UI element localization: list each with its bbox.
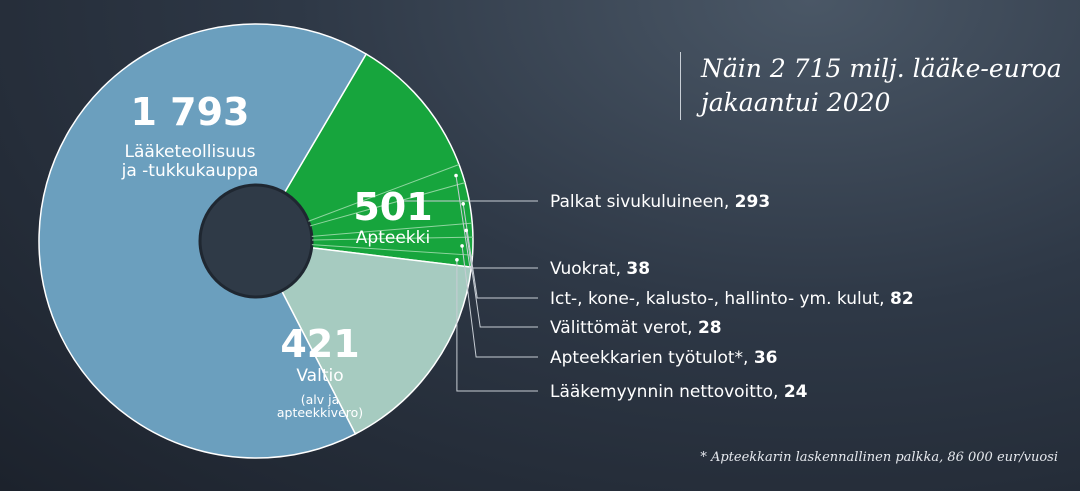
callout-value: 28 bbox=[698, 318, 722, 338]
callout-label-text: Palkat sivukuluineen, bbox=[550, 192, 735, 212]
pharmacy-subdivision-line bbox=[308, 164, 460, 222]
callout-value: 293 bbox=[735, 192, 771, 212]
slice-state bbox=[254, 240, 473, 435]
callout-value: 82 bbox=[890, 289, 914, 309]
callout-label: Lääkemyynnin nettovoitto, 24 bbox=[550, 382, 808, 402]
pharmacy-subdivision-line bbox=[309, 182, 466, 227]
donut-hole bbox=[198, 183, 314, 299]
slice-sublabel: (alv ja bbox=[301, 392, 340, 407]
chart-title-line-2: jakaantui 2020 bbox=[701, 88, 891, 117]
leader-line bbox=[461, 245, 538, 358]
slice-value: 421 bbox=[280, 322, 359, 366]
leader-dot bbox=[455, 257, 459, 262]
slice-name: Lääketeollisuus bbox=[125, 142, 256, 162]
pharmacy-subdivision-line bbox=[311, 222, 473, 237]
slice-value: 501 bbox=[353, 185, 432, 229]
slice-pharmacy bbox=[254, 53, 474, 269]
chart-title-line-1: Näin 2 715 milj. lääke-euroa bbox=[701, 54, 1062, 83]
pharmacy-subdivision-line bbox=[311, 244, 473, 256]
callout-label-text: Välittömät verot, bbox=[550, 318, 698, 338]
leader-line bbox=[465, 230, 538, 328]
leader-dot bbox=[464, 228, 469, 233]
slice-name: Apteekki bbox=[356, 228, 430, 248]
leader-dot bbox=[461, 202, 465, 206]
slice-sublabel: apteekkivero) bbox=[277, 405, 363, 420]
callout-label: Palkat sivukuluineen, 293 bbox=[550, 192, 770, 212]
callout-label: Ict-, kone-, kalusto-, hallinto- ym. kul… bbox=[550, 289, 914, 309]
leader-line bbox=[462, 203, 538, 299]
callout-label: Vuokrat, 38 bbox=[550, 259, 650, 279]
leader-dot bbox=[454, 173, 458, 178]
callout-value: 38 bbox=[626, 259, 650, 279]
pharmacy-subdivision-line bbox=[311, 236, 473, 241]
slice-value: 1 793 bbox=[131, 90, 250, 134]
slice-name: Valtio bbox=[296, 366, 343, 386]
callout-label: Apteekkarien työtulot*, 36 bbox=[550, 348, 778, 368]
callout-label: Välittömät verot, 28 bbox=[550, 318, 722, 338]
leader-dot bbox=[460, 244, 464, 248]
leader-dot bbox=[400, 199, 404, 203]
callout-label-text: Ict-, kone-, kalusto-, hallinto- ym. kul… bbox=[550, 289, 890, 309]
callout-value: 36 bbox=[754, 348, 778, 368]
leader-line bbox=[456, 259, 538, 392]
callout-label-text: Apteekkarien työtulot*, bbox=[550, 348, 754, 368]
chart-title: Näin 2 715 milj. lääke-euroa jakaantui 2… bbox=[680, 52, 1080, 120]
callout-value: 24 bbox=[784, 382, 808, 402]
callout-label-text: Lääkemyynnin nettovoitto, bbox=[550, 382, 784, 402]
callout-label-text: Vuokrat, bbox=[550, 259, 626, 279]
slice-name: ja -tukkukauppa bbox=[121, 161, 259, 181]
footnote: * Apteekkarin laskennallinen palkka, 86 … bbox=[700, 450, 1058, 465]
leader-line bbox=[455, 175, 538, 269]
